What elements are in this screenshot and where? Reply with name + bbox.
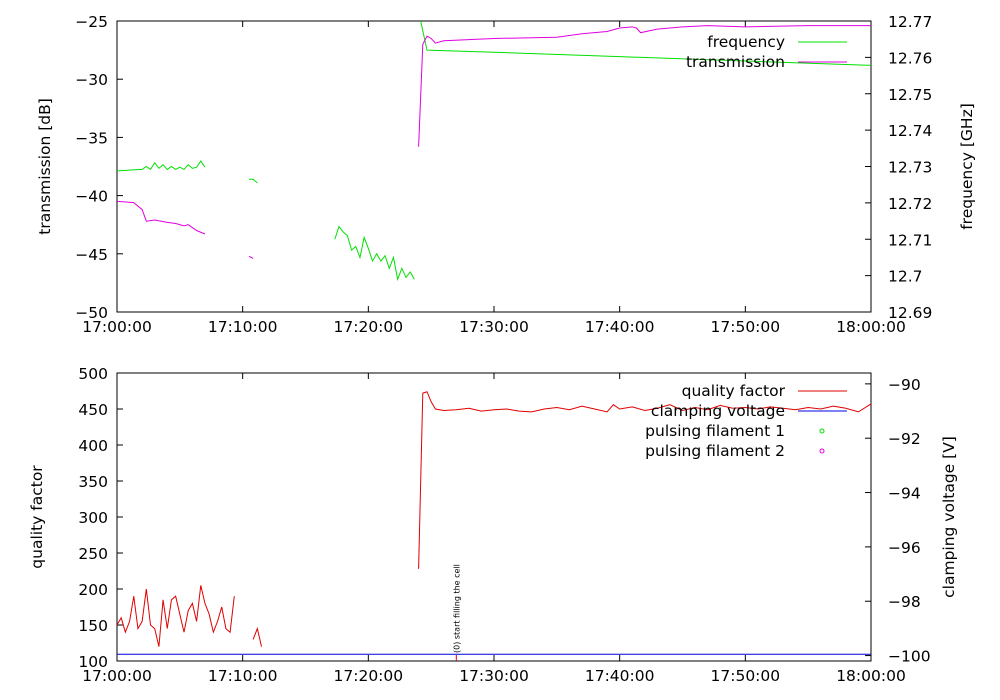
chart1-y2-tick-label: 12.77: [888, 13, 932, 31]
chart2-y-tick-label: 450: [78, 401, 108, 419]
chart2-y2-tick-label: −90: [888, 376, 921, 394]
chart1-x-tick-label: 18:00:00: [836, 318, 906, 336]
chart2-y2-tick-label: −94: [888, 485, 921, 503]
chart2-legend-label: quality factor: [682, 382, 786, 400]
chart2-y-axis-title: quality factor: [28, 465, 46, 569]
chart2-y-tick-label: 250: [78, 545, 108, 563]
chart2-series-quality-factor-line: [116, 585, 235, 647]
chart1-legend-label: frequency: [707, 33, 785, 51]
chart1-y2-tick-label: 12.74: [888, 122, 932, 140]
chart2-x-tick-label: 18:00:00: [836, 667, 906, 685]
chart1-x-tick-label: 17:20:00: [334, 318, 404, 336]
chart2-y2-axis-title: clamping voltage [V]: [940, 436, 958, 598]
chart1-x-tick-label: 17:10:00: [208, 318, 278, 336]
chart1-y-axis-title: transmission [dB]: [36, 98, 54, 235]
chart2-y-tick-label: 300: [78, 509, 108, 527]
chart2-y2-tick-label: −98: [888, 593, 921, 611]
chart2-y-tick-label: 150: [78, 617, 108, 635]
chart1-series-frequency-line: [334, 225, 415, 282]
chart1-y2-tick-label: 12.76: [888, 49, 932, 67]
chart2-legend-label: clamping voltage: [651, 402, 785, 420]
chart2-y-tick-label: 400: [78, 437, 108, 455]
chart1-y-tick-label: −50: [75, 304, 108, 322]
chart1-x-tick-label: 17:30:00: [459, 318, 529, 336]
chart1-y-tick-label: −35: [75, 129, 108, 147]
chart2-x-tick-label: 17:20:00: [334, 667, 404, 685]
chart2-x-tick-label: 17:00:00: [82, 667, 152, 685]
chart1-y2-axis-title: frequency [GHz]: [958, 103, 976, 230]
chart1-y2-tick-label: 12.7: [888, 268, 923, 286]
chart1-y2-tick-label: 12.72: [888, 195, 932, 213]
chart2-y-tick-label: 350: [78, 473, 108, 491]
chart1-y2-tick-label: 12.73: [888, 159, 932, 177]
chart1-y2-tick-label: 12.69: [888, 304, 932, 322]
chart1-legend-label: transmission: [686, 53, 785, 71]
chart1-y-tick-label: −30: [75, 71, 108, 89]
chart1-series-transmission-line: [418, 25, 871, 147]
chart1-y2-tick-label: 12.75: [888, 86, 932, 104]
chart1-y-tick-label: −25: [75, 13, 108, 31]
chart2-y2-tick-label: −100: [888, 648, 931, 666]
chart2-y2-tick-label: −92: [888, 430, 921, 448]
chart2-y-tick-label: 100: [78, 653, 108, 671]
chart2-legend-label: pulsing filament 2: [645, 442, 785, 460]
chart2-annotation-label: (0) start filling the cell: [452, 564, 461, 653]
chart2-x-tick-label: 17:10:00: [208, 667, 278, 685]
chart2-series-quality-factor-line: [418, 391, 872, 569]
chart2-x-tick-label: 17:30:00: [459, 667, 529, 685]
chart1-x-tick-label: 17:50:00: [711, 318, 781, 336]
chart1-series-frequency-line: [248, 178, 258, 184]
chart1-series-frequency-line: [420, 20, 872, 66]
chart2-x-tick-label: 17:50:00: [711, 667, 781, 685]
chart1-series-frequency-line: [116, 160, 206, 172]
chart1-y-tick-label: −45: [75, 246, 108, 264]
chart2-legend-marker: [819, 428, 825, 434]
chart2-series-quality-factor-line: [252, 626, 263, 647]
chart2-y-tick-label: 200: [78, 581, 108, 599]
chart1-series-transmission-line: [116, 200, 206, 235]
chart1-y-tick-label: −40: [75, 188, 108, 206]
chart2-legend-marker: [819, 448, 825, 454]
chart2-y2-tick-label: −96: [888, 539, 921, 557]
chart1-x-tick-label: 17:40:00: [585, 318, 655, 336]
chart1-series-transmission-line: [248, 255, 254, 259]
chart2-y-tick-label: 500: [78, 365, 108, 383]
chart2-x-tick-label: 17:40:00: [585, 667, 655, 685]
chart1-y2-tick-label: 12.71: [888, 231, 932, 249]
chart2-legend-label: pulsing filament 1: [645, 422, 785, 440]
chart1-x-tick-label: 17:00:00: [82, 318, 152, 336]
